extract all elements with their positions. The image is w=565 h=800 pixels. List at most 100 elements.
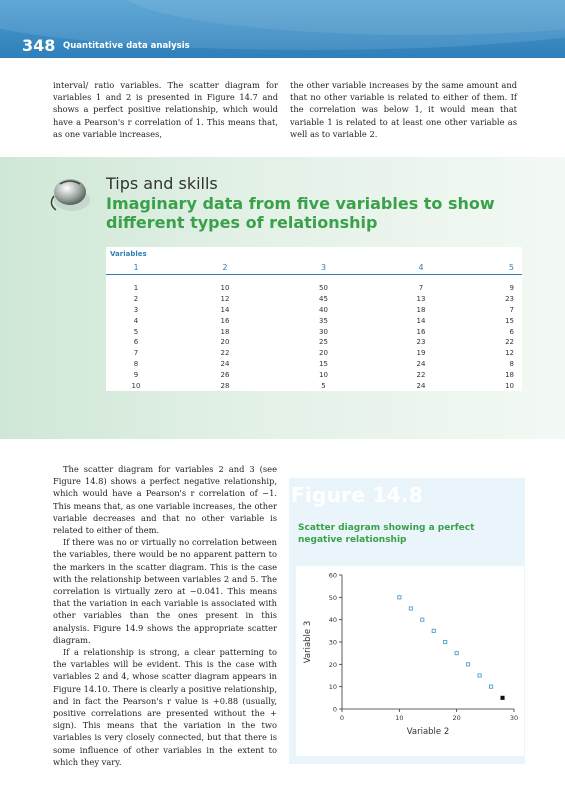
y-axis-label: Variable 3 (303, 621, 313, 664)
table-cell: 24 (416, 359, 426, 368)
data-point (408, 606, 413, 611)
table-cell: 18 (505, 370, 514, 379)
table-cell: 13 (416, 295, 426, 304)
table-cell: 23 (505, 295, 514, 304)
table-cell: 24 (220, 359, 230, 368)
table-cell: 19 (416, 349, 426, 358)
table-cell: 12 (220, 295, 230, 304)
data-point (420, 617, 425, 622)
x-tick-label: 30 (510, 714, 518, 722)
table-cell: 50 (319, 284, 328, 293)
plot-background (296, 566, 524, 756)
intro-left-column: interval/ ratio variables. The scatter d… (53, 79, 278, 140)
variables-table: Variables 1 2 3 4 5 1 10 50 7 9 2 12 45 13 23 3 14 4… (106, 247, 522, 391)
table-cell: 26 (220, 370, 230, 379)
table-cell: 6 (133, 338, 139, 347)
tips-subtitle: Imaginary data from five variables to sh… (106, 194, 495, 232)
data-point (500, 695, 505, 700)
table-cell: 22 (220, 349, 230, 358)
table-cell: 10 (220, 284, 230, 293)
body-paragraph: If a relationship is strong, a clear pat… (53, 647, 277, 767)
figure-caption: Scatter diagram showing a perfect negati… (298, 523, 475, 545)
header-band (0, 0, 565, 58)
data-point (431, 628, 436, 633)
body-paragraph: If there was no or virtually no correlat… (53, 537, 277, 645)
table-cell: 2 (133, 295, 139, 304)
table-header-cell: 4 (418, 263, 424, 272)
page-number: 348 (22, 36, 56, 55)
table-cell: 22 (505, 338, 514, 347)
table-row: 1 10 50 7 9 (106, 283, 522, 294)
table-cell: 7 (133, 349, 139, 358)
data-point (477, 673, 482, 678)
x-tick-label: 10 (395, 714, 403, 722)
table-cell: 40 (319, 305, 328, 314)
data-point (489, 684, 494, 689)
table-cell: 10 (319, 370, 328, 379)
table-row: 2 12 45 13 23 (106, 294, 522, 305)
body-paragraph: The scatter diagram for variables 2 and … (53, 464, 277, 536)
table-cell: 9 (509, 284, 514, 293)
table-cell: 7 (509, 305, 514, 314)
table-cell: 35 (319, 316, 328, 325)
table-cell: 14 (416, 316, 426, 325)
table-cell: 6 (509, 327, 514, 336)
table-cell: 8 (133, 359, 139, 368)
x-tick-label: 0 (340, 714, 344, 722)
table-cell: 7 (418, 284, 424, 293)
data-point (454, 651, 459, 656)
table-cell: 15 (319, 359, 328, 368)
table-row: 8 24 15 24 8 (106, 359, 522, 370)
table-cell: 18 (416, 305, 426, 314)
tips-title: Tips and skills (106, 174, 218, 193)
y-tick-label: 20 (329, 661, 337, 669)
table-cell: 10 (505, 381, 514, 390)
table-cell: 24 (416, 381, 426, 390)
table-cell: 1 (133, 284, 139, 293)
running-head: Quantitative data analysis (63, 41, 190, 51)
table-cell: 3 (133, 305, 139, 314)
table-header-cell: 5 (508, 263, 514, 272)
y-tick-label: 60 (329, 572, 337, 580)
table-row: 6 20 25 23 22 (106, 337, 522, 348)
table-cell: 10 (131, 381, 141, 390)
table-cell: 12 (505, 349, 514, 358)
y-tick-label: 30 (329, 639, 337, 647)
table-header-cell: 1 (133, 263, 139, 272)
table-cell: 18 (220, 327, 230, 336)
x-axis-label: Variable 2 (407, 727, 450, 737)
table-row: 3 14 40 18 7 (106, 305, 522, 316)
y-tick-label: 40 (329, 616, 337, 624)
intro-left-text: interval/ ratio variables. The scatter d… (53, 80, 278, 139)
table-cell: 20 (220, 338, 230, 347)
table-row: 5 18 30 16 6 (106, 326, 522, 337)
data-point (443, 639, 448, 645)
y-tick-label: 10 (329, 683, 337, 691)
figure-title: Figure 14.8 (291, 483, 424, 507)
y-tick-label: 50 (329, 594, 337, 602)
table-cell: 16 (416, 327, 426, 336)
table-cell: 5 (133, 327, 139, 336)
table-cell: 22 (416, 370, 426, 379)
table-cell: 15 (505, 316, 514, 325)
table-row: 9 26 10 22 18 (106, 369, 522, 380)
y-tick-label: 0 (333, 706, 337, 714)
table-header-row: 1 2 3 4 5 (106, 261, 522, 275)
table-cell: 4 (133, 316, 139, 325)
table-cell: 14 (220, 305, 230, 314)
table-header-cell: 3 (320, 263, 327, 272)
table-header-cell: 2 (222, 263, 228, 272)
table-cell: 9 (133, 370, 139, 379)
body-left-column: The scatter diagram for variables 2 and … (53, 463, 277, 768)
table-row: 7 22 20 19 12 (106, 348, 522, 359)
data-point (466, 662, 471, 667)
table-row: 4 16 35 14 15 (106, 315, 522, 326)
table-cell: 28 (220, 381, 230, 390)
table-cell: 5 (321, 381, 326, 390)
data-point (397, 595, 402, 600)
mouse-icon (50, 179, 90, 211)
table-cell: 45 (319, 295, 328, 304)
table-cell: 16 (220, 316, 230, 325)
table-row: 10 28 5 24 10 (106, 380, 522, 391)
table-cell: 30 (319, 327, 328, 336)
